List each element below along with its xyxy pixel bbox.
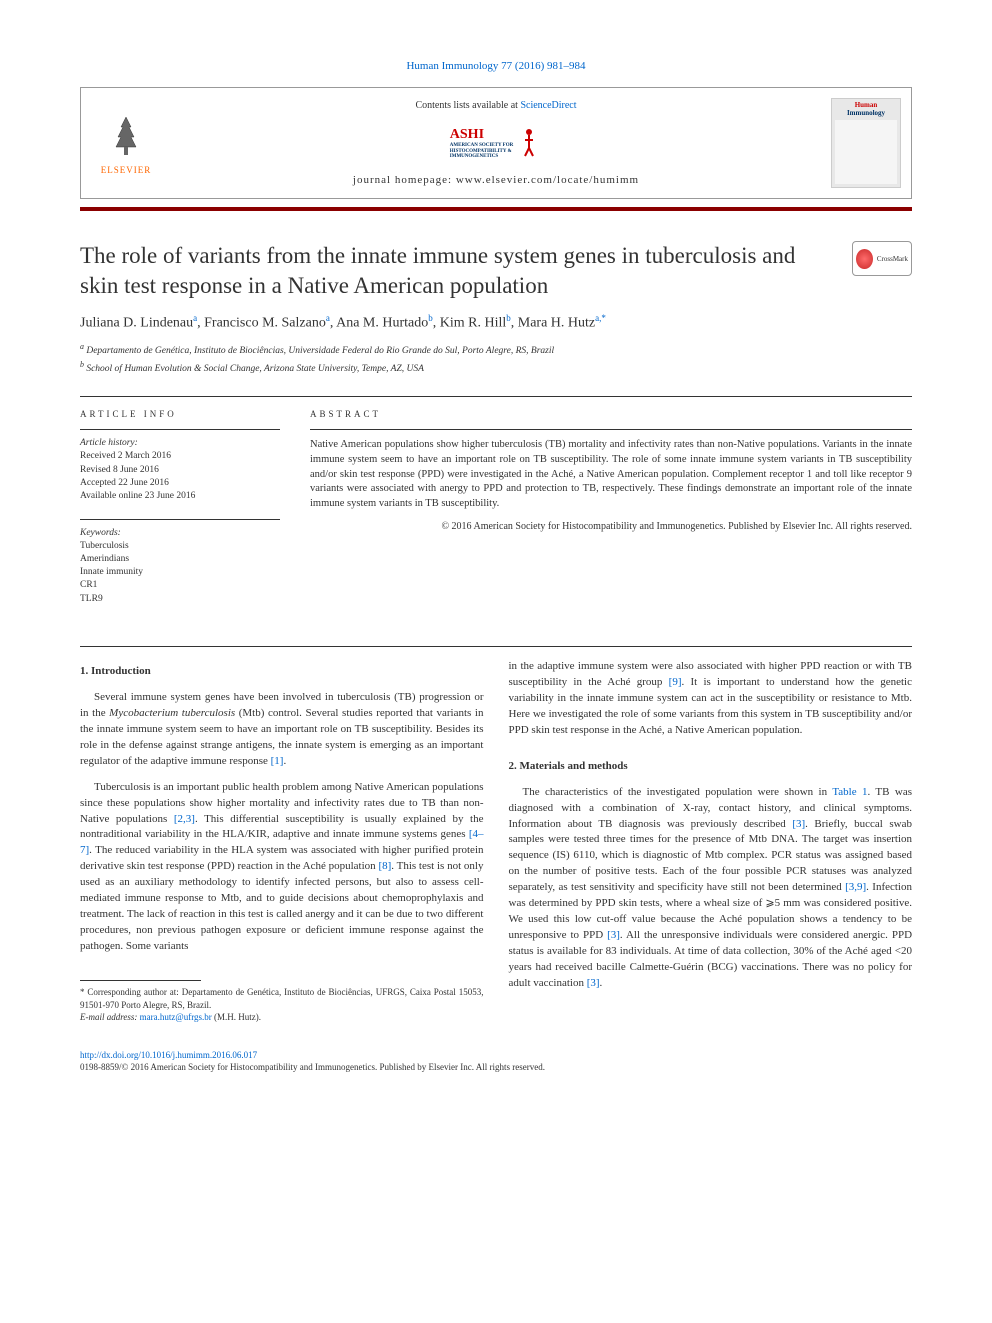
keyword-5: TLR9 [80,593,280,606]
article-info-column: ARTICLE INFO Article history: Received 2… [80,409,280,621]
journal-cover[interactable]: Human Immunology [831,98,901,188]
email-footnote: E-mail address: mara.hutz@ufrgs.br (M.H.… [80,1011,484,1024]
doi-link[interactable]: http://dx.doi.org/10.1016/j.humimm.2016.… [80,1050,257,1060]
issn-copyright: 0198-8859/© 2016 American Society for Hi… [80,1061,912,1074]
header-box: ELSEVIER Contents lists available at Sci… [80,87,912,199]
abstract-heading: ABSTRACT [310,409,912,419]
info-heading: ARTICLE INFO [80,409,280,419]
author-1-sup: a [193,313,197,323]
author-2: Francisco M. Salzano [204,315,326,330]
author-3: Ana M. Hurtado [336,315,428,330]
keyword-4: CR1 [80,579,280,592]
author-4: Kim R. Hill [440,315,507,330]
contents-text: Contents lists available at [415,100,520,111]
keyword-2: Amerindians [80,553,280,566]
corresponding-author-footnote: * Corresponding author at: Departamento … [80,986,484,1011]
authors-line: Juliana D. Lindenaua, Francisco M. Salza… [80,313,912,332]
col2-para-1: in the adaptive immune system were also … [509,659,913,739]
ashi-logo: ASHI AMERICAN SOCIETY FORHISTOCOMPATIBIL… [426,121,566,166]
page-footer: http://dx.doi.org/10.1016/j.humimm.2016.… [80,1049,912,1074]
crossmark-badge[interactable]: CrossMark [852,241,912,276]
divider-2 [80,646,912,647]
table-1-link[interactable]: Table 1 [832,786,867,798]
header-center: Contents lists available at ScienceDirec… [161,100,831,186]
journal-reference: Human Immunology 77 (2016) 981–984 [80,60,912,72]
ref-3c[interactable]: [3] [587,977,600,989]
body-columns: 1. Introduction Several immune system ge… [80,659,912,1024]
history-online: Available online 23 June 2016 [80,490,280,503]
ref-3a[interactable]: [3] [792,818,805,830]
author-5-star: * [601,313,606,323]
ashi-main: ASHI [450,127,513,143]
affiliation-b: b School of Human Evolution & Social Cha… [80,359,912,376]
divider [80,396,912,397]
sciencedirect-link[interactable]: ScienceDirect [520,100,576,111]
ref-3-9[interactable]: [3,9] [845,881,866,893]
author-2-sup: a [326,313,330,323]
email-link[interactable]: mara.hutz@ufrgs.br [140,1012,212,1022]
methods-heading: 2. Materials and methods [509,759,913,775]
ref-2-3[interactable]: [2,3] [174,813,195,825]
abstract-column: ABSTRACT Native American populations sho… [310,409,912,621]
author-5: Mara H. Hutz [518,315,595,330]
keywords-label: Keywords: [80,528,280,538]
elsevier-text: ELSEVIER [101,165,152,175]
article-title: The role of variants from the innate imm… [80,241,852,301]
ref-3b[interactable]: [3] [607,929,620,941]
ref-1[interactable]: [1] [271,755,284,767]
ashi-sub: AMERICAN SOCIETY FORHISTOCOMPATIBILITY &… [450,143,513,160]
methods-para-1: The characteristics of the investigated … [509,785,913,992]
affiliations: a Departamento de Genética, Instituto de… [80,341,912,376]
keyword-3: Innate immunity [80,566,280,579]
history-received: Received 2 March 2016 [80,450,280,463]
crossmark-text: CrossMark [877,255,908,263]
ashi-figure-icon [517,126,542,161]
homepage-line: journal homepage: www.elsevier.com/locat… [161,174,831,186]
body-column-right: in the adaptive immune system were also … [509,659,913,1024]
intro-para-2: Tuberculosis is an important public heal… [80,780,484,955]
abstract-text: Native American populations show higher … [310,438,912,511]
footnote-divider [80,980,201,981]
ref-9[interactable]: [9] [669,676,682,688]
elsevier-logo[interactable]: ELSEVIER [91,103,161,183]
elsevier-tree-icon [101,112,151,162]
intro-para-1: Several immune system genes have been in… [80,690,484,770]
crossmark-icon [856,249,873,269]
contents-line: Contents lists available at ScienceDirec… [161,100,831,111]
abstract-copyright: © 2016 American Society for Histocompati… [310,520,912,534]
red-divider-bar [80,207,912,211]
history-label: Article history: [80,438,280,448]
author-1: Juliana D. Lindenau [80,315,193,330]
cover-title-2: Immunology [847,110,885,118]
history-accepted: Accepted 22 June 2016 [80,477,280,490]
journal-reference-link[interactable]: Human Immunology 77 (2016) 981–984 [406,60,585,72]
author-3-sup: b [428,313,433,323]
ref-8[interactable]: [8] [378,860,391,872]
affiliation-a: a Departamento de Genética, Instituto de… [80,341,912,358]
keyword-1: Tuberculosis [80,540,280,553]
body-column-left: 1. Introduction Several immune system ge… [80,659,484,1024]
history-revised: Revised 8 June 2016 [80,464,280,477]
intro-heading: 1. Introduction [80,664,484,680]
author-4-sup: b [506,313,511,323]
